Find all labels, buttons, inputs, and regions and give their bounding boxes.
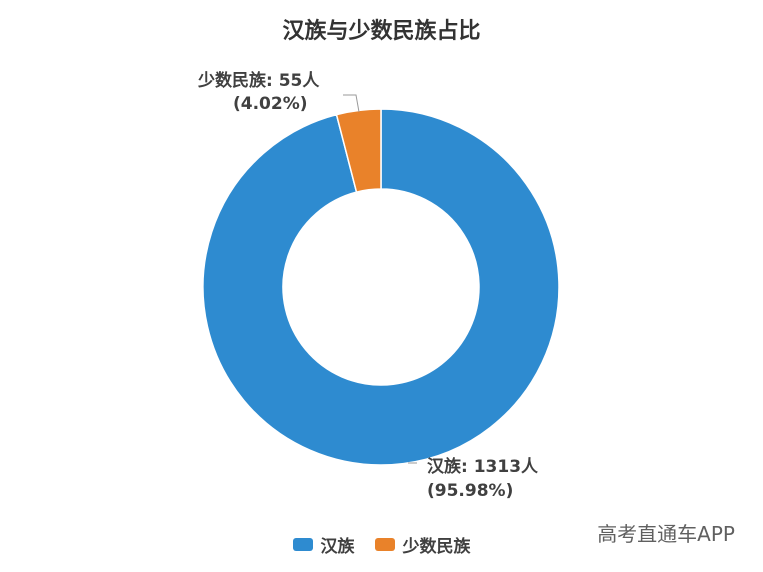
han-slice-label: 汉族: 1313人 (427, 457, 539, 477)
legend-swatch-minority (374, 538, 395, 551)
minority-slice-percent: (4.02%) (233, 94, 308, 114)
legend-item-minority[interactable]: 少数民族 (374, 532, 471, 557)
leader-line-minority (343, 94, 360, 113)
pie-slice-minority[interactable] (335, 108, 382, 194)
pie-slice-han[interactable] (202, 108, 560, 466)
han-slice-percent: (95.98%) (427, 481, 514, 501)
legend: 汉族 少数民族 (0, 532, 763, 557)
legend-item-han[interactable]: 汉族 (292, 532, 355, 557)
legend-label-minority: 少数民族 (402, 537, 471, 557)
legend-label-han: 汉族 (320, 537, 355, 557)
minority-slice-label: 少数民族: 55人 (198, 71, 320, 91)
chart-title: 汉族与少数民族占比 (282, 19, 481, 44)
watermark: 高考直通车APP (597, 522, 735, 546)
legend-swatch-han (292, 538, 313, 551)
